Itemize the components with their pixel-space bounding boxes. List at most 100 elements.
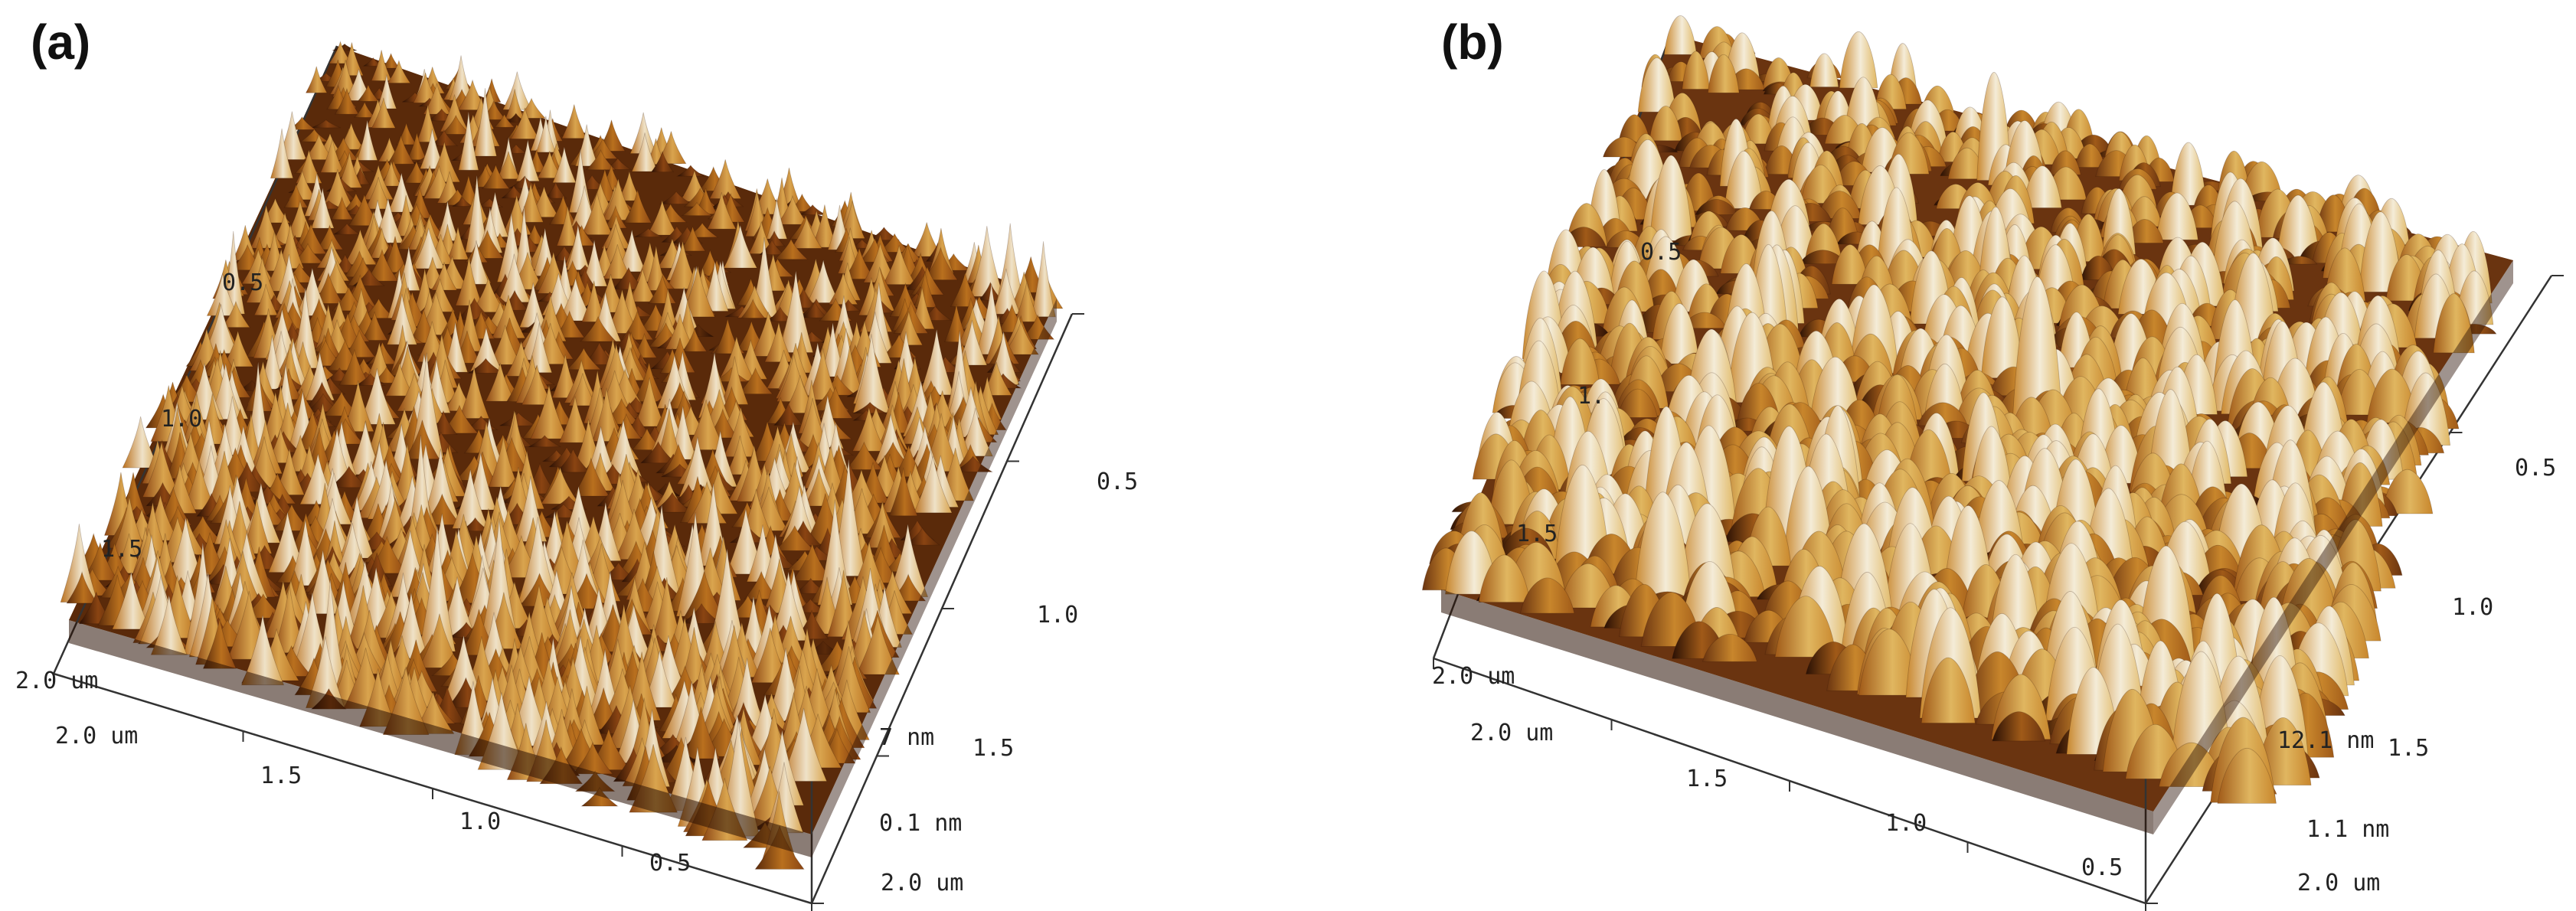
surface-peak (723, 225, 758, 269)
surface-peak (617, 230, 647, 273)
surface-peak (473, 88, 498, 157)
surface-peak (2156, 192, 2198, 240)
surface-peak (499, 412, 538, 426)
surface-peak (319, 138, 345, 173)
surface-peak (631, 132, 659, 172)
surface-peak (778, 270, 814, 353)
surface-peak (763, 230, 786, 247)
surface-peak (953, 455, 994, 472)
surface-peak (451, 196, 474, 207)
surface-peak (381, 236, 409, 273)
surface-peak (202, 618, 237, 669)
surface-peak (425, 334, 459, 389)
surface-peak (534, 295, 567, 342)
surface-peak (342, 328, 376, 358)
surface-peak (855, 615, 900, 675)
z-axis-tick-b-0: 12.1 nm (2277, 727, 2375, 754)
surface-peak (411, 227, 446, 269)
surface-peak (371, 50, 392, 81)
surface-peak (633, 377, 665, 427)
surface-peak (798, 204, 827, 215)
surface-peak (603, 420, 643, 478)
surface-peak (334, 87, 360, 115)
afm-panel-a: (a) 0.5 1.0 1.5 2.0 um 2.0 um 1.5 1.0 0.… (15, 15, 1139, 911)
surface-peak (66, 570, 98, 604)
right-axis-tick-a-0: 0.5 (1097, 469, 1139, 495)
surface-peak (888, 524, 929, 598)
surface-peak (1478, 554, 1531, 603)
surface-peak (2359, 211, 2402, 292)
surface-peak (721, 356, 749, 405)
surface-peak (299, 129, 329, 142)
surface-peak (2276, 194, 2320, 259)
surface-peak (580, 192, 613, 236)
surface-peak (950, 273, 980, 307)
surface-peak (469, 327, 504, 374)
surface-peak (436, 201, 459, 241)
surface-peak (1695, 199, 1738, 215)
surface-peak (566, 347, 602, 371)
surface-peak (291, 287, 320, 369)
surface-peak (603, 204, 628, 229)
surface-peak (505, 89, 525, 119)
surface-peak (457, 79, 488, 111)
surface-peak (766, 198, 788, 240)
surface-peak (354, 101, 376, 118)
surface-peak (2433, 293, 2475, 354)
surface-peak (773, 402, 804, 426)
surface-peak (305, 636, 345, 709)
surface-peak (535, 116, 556, 153)
surface-peak (1702, 633, 1757, 662)
surface-peak (773, 238, 809, 260)
surface-peak (830, 295, 858, 346)
surface-peak (845, 441, 884, 470)
surface-peak (628, 269, 657, 302)
surface-peak (565, 224, 590, 271)
surface-peak (839, 201, 866, 239)
surface-peak (552, 146, 577, 184)
surface-peak (580, 315, 617, 342)
surface-peak (587, 137, 619, 159)
surface-peak (802, 301, 829, 318)
surface-peak (1659, 303, 1700, 364)
surface-peak (409, 352, 444, 459)
surface-peak (1014, 281, 1040, 322)
surface-peak (718, 336, 756, 381)
surface-peak (404, 420, 440, 460)
surface-peak (440, 94, 469, 132)
back-left-tick-a-1: 1.0 (161, 406, 203, 433)
surface-peak (418, 525, 456, 652)
surface-peak (273, 448, 306, 495)
surface-peak (150, 595, 188, 655)
surface-peak (488, 436, 519, 488)
surface-peak (491, 295, 526, 339)
surface-peak (776, 194, 809, 225)
surface-peak (1649, 155, 1693, 241)
surface-peak (343, 229, 378, 266)
surface-peak (623, 189, 652, 224)
surface-peak (544, 181, 567, 199)
front-axis-tick-b-0: 2.0 um (1470, 720, 1554, 746)
surface-peak (221, 300, 250, 328)
surface-peak (240, 615, 285, 686)
panel-label-a: (a) (31, 15, 91, 70)
surface-peak (371, 97, 396, 129)
surface-peak (1649, 106, 1683, 142)
surface-peak (780, 707, 828, 782)
surface-peak (913, 455, 953, 514)
surface-peak (313, 272, 344, 304)
front-axis-tick-b-2: 1.0 (1885, 810, 1927, 837)
surface-peak (283, 183, 309, 208)
surface-peak (222, 331, 253, 367)
back-left-tick-a-2: 1.5 (101, 536, 143, 563)
surface-peak (572, 741, 613, 775)
surface-peak (882, 245, 917, 286)
surface-peak (853, 401, 887, 414)
surface-peak (518, 516, 558, 604)
surface-peak (1617, 388, 1659, 418)
panel-label-b: (b) (1441, 15, 1504, 70)
surface-peak (456, 299, 483, 352)
surface-peak (773, 524, 816, 551)
surface-peak (430, 262, 458, 291)
surface-peak (416, 104, 440, 142)
